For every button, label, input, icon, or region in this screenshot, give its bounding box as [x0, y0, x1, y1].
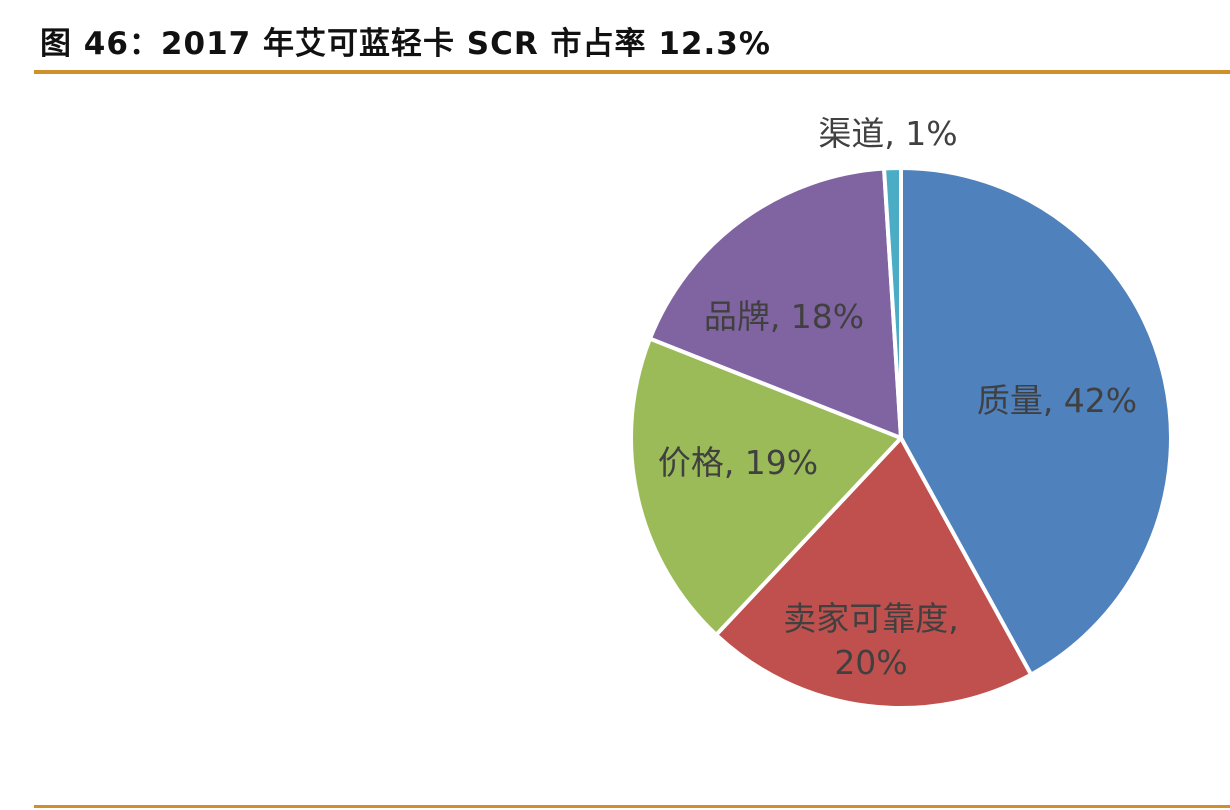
footer-rule — [34, 805, 1230, 808]
chart-title: 图 46：2017 年艾可蓝轻卡 SCR 市占率 12.3% — [40, 26, 771, 62]
pie-slice-2 — [714, 436, 1034, 710]
pie-label-3: 价格, 19% — [658, 443, 818, 482]
pie-label-1: 质量, 42% — [977, 381, 1137, 420]
pie-slice-1 — [899, 166, 1173, 677]
pie-label-5: 渠道, 1% — [818, 114, 957, 153]
pie-slice-5 — [882, 165, 903, 440]
pie-slices — [629, 165, 1173, 710]
pie-label-4: 品牌, 18% — [704, 297, 864, 336]
pie-labels: 质量, 42% 卖家可靠度, 20% 价格, 19% 品牌, 18% 渠道, 1% — [658, 114, 1137, 682]
pie-label-2: 卖家可靠度, 20% — [783, 599, 959, 682]
pie-slice-4 — [647, 166, 903, 440]
header-rule — [34, 70, 1230, 74]
